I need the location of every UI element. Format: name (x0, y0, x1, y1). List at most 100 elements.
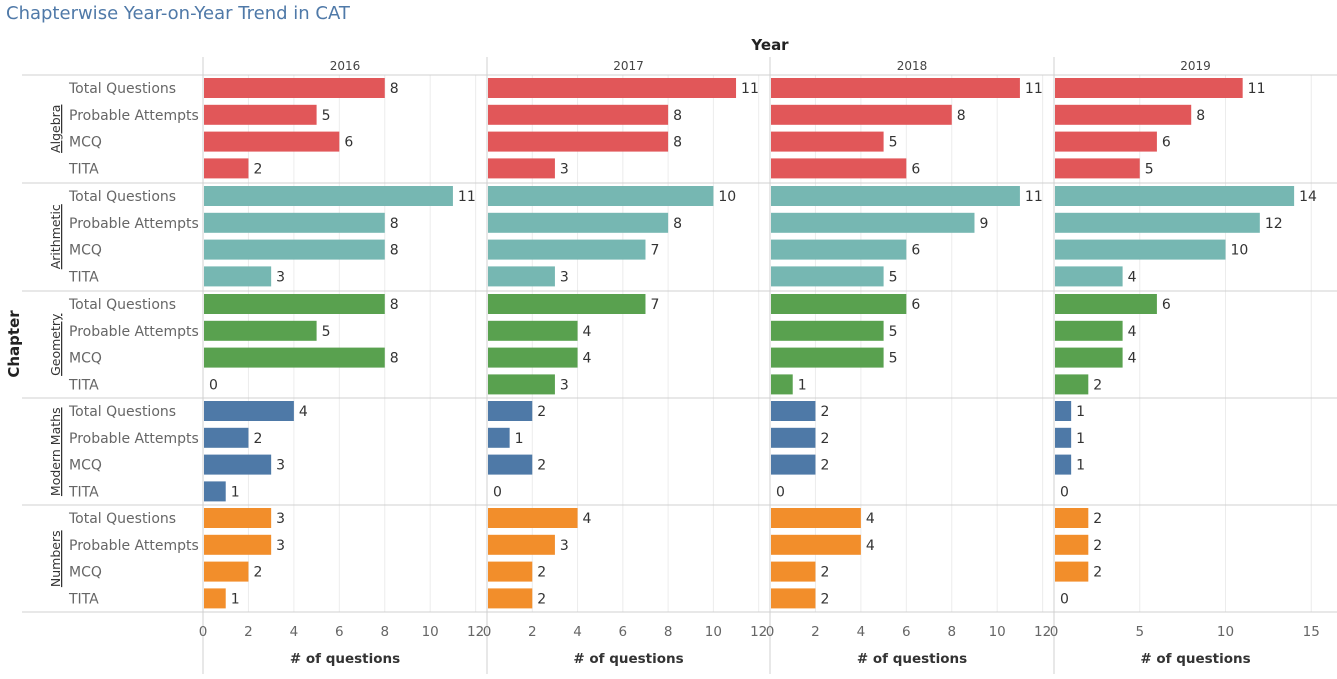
bar (204, 454, 272, 475)
bar (488, 508, 578, 528)
data-label: 4 (866, 538, 875, 554)
data-label: 8 (673, 216, 682, 232)
x-axis-title: # of questions (857, 651, 967, 667)
measure-label: MCQ (69, 243, 102, 259)
x-tick-label: 12 (467, 624, 484, 640)
data-label: 0 (1060, 484, 1069, 500)
bar (488, 239, 646, 260)
bar (771, 561, 816, 582)
bar (488, 561, 533, 582)
data-label: 6 (911, 297, 920, 313)
year-header-2017: 2017 (613, 59, 644, 73)
bar (771, 427, 816, 448)
bar (204, 158, 249, 179)
data-label: 3 (276, 511, 285, 527)
bar (771, 266, 884, 287)
bar (488, 104, 669, 125)
data-label: 8 (390, 81, 399, 97)
x-tick-label: 10 (422, 624, 439, 640)
data-label: 2 (253, 161, 262, 177)
bar (488, 534, 555, 555)
bar (488, 347, 578, 368)
data-label: 4 (1128, 351, 1137, 367)
bar (1055, 104, 1192, 125)
measure-label: TITA (68, 269, 99, 285)
data-label: 0 (1060, 591, 1069, 607)
data-label: 14 (1299, 189, 1317, 205)
data-label: 1 (1076, 458, 1085, 474)
measure-label: TITA (68, 377, 99, 393)
bar (1055, 212, 1260, 233)
data-label: 2 (537, 591, 546, 607)
data-label: 8 (673, 135, 682, 151)
data-label: 10 (718, 189, 736, 205)
bar (771, 401, 816, 421)
bar (1055, 508, 1089, 528)
x-tick-label: 0 (483, 624, 492, 640)
data-label: 3 (560, 161, 569, 177)
bar (1055, 374, 1089, 395)
data-label: 9 (979, 216, 988, 232)
bar (771, 320, 884, 341)
data-label: 4 (583, 511, 592, 527)
bar (204, 427, 249, 448)
x-tick-label: 10 (989, 624, 1006, 640)
data-label: 5 (322, 108, 331, 124)
data-label: 7 (650, 243, 659, 259)
bar (204, 561, 249, 582)
bar (488, 186, 714, 206)
bar (488, 427, 510, 448)
x-tick-label: 0 (766, 624, 775, 640)
data-label: 5 (889, 269, 898, 285)
data-label: 2 (253, 431, 262, 447)
measure-label: Probable Attempts (69, 324, 199, 340)
measure-label: Total Questions (68, 511, 176, 527)
bar (771, 239, 907, 260)
bar (1055, 266, 1123, 287)
bar (488, 320, 578, 341)
data-label: 2 (253, 565, 262, 581)
data-label: 3 (560, 377, 569, 393)
bar (204, 534, 272, 555)
bar (204, 104, 317, 125)
bar (488, 212, 669, 233)
bar (771, 588, 816, 609)
year-header-2019: 2019 (1180, 59, 1211, 73)
bar (771, 534, 861, 555)
data-label: 11 (458, 189, 476, 205)
bar (204, 186, 453, 206)
bar (1055, 347, 1123, 368)
x-axis-title: # of questions (290, 651, 400, 667)
measure-label: Probable Attempts (69, 216, 199, 232)
x-tick-label: 8 (947, 624, 956, 640)
bar (204, 131, 340, 152)
x-tick-label: 4 (290, 624, 299, 640)
measure-label: Total Questions (68, 81, 176, 97)
measure-label: MCQ (69, 135, 102, 151)
year-header-2016: 2016 (330, 59, 361, 73)
chapter-label-geometry: Geometry (48, 313, 63, 376)
chapter-label-numbers: Numbers (48, 530, 63, 587)
x-tick-label: 0 (199, 624, 208, 640)
x-axis-title: # of questions (1140, 651, 1250, 667)
x-tick-label: 12 (1034, 624, 1051, 640)
data-label: 4 (583, 324, 592, 340)
bar (488, 588, 533, 609)
bar (488, 294, 646, 314)
x-tick-label: 15 (1303, 624, 1320, 640)
bar (204, 481, 226, 502)
gridlines (247, 75, 1312, 612)
measure-label: Probable Attempts (69, 538, 199, 554)
data-label: 5 (889, 324, 898, 340)
bar (204, 401, 294, 421)
x-tick-label: 10 (705, 624, 722, 640)
bar (488, 78, 737, 98)
bar (771, 374, 793, 395)
x-tick-label: 12 (750, 624, 767, 640)
bars (204, 78, 1295, 609)
data-label: 11 (1025, 189, 1043, 205)
measure-label: MCQ (69, 458, 102, 474)
data-label: 4 (583, 351, 592, 367)
data-label: 2 (1093, 538, 1102, 554)
data-label: 11 (741, 81, 759, 97)
